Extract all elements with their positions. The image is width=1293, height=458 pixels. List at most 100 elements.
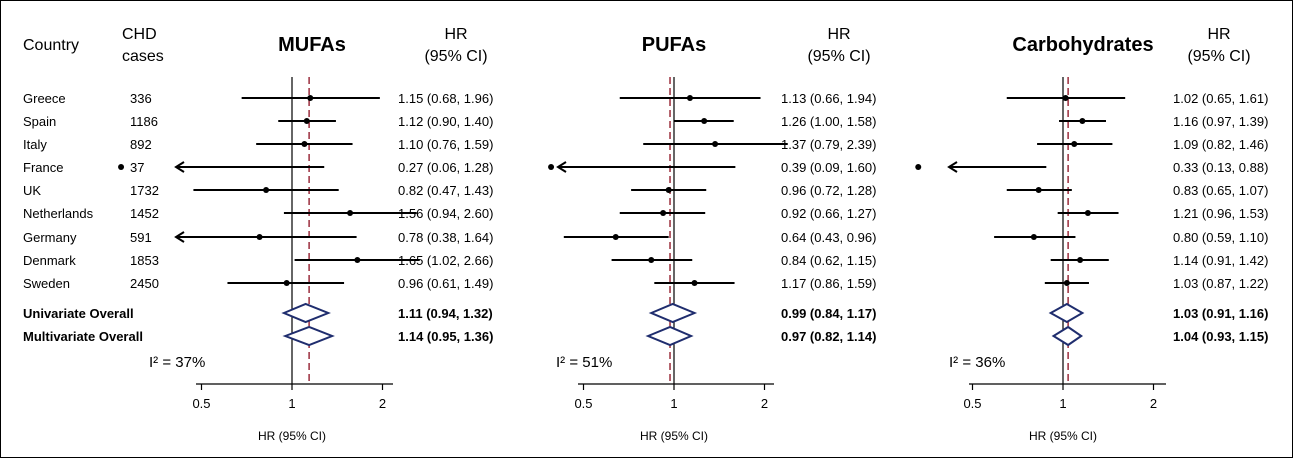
hr-header-line2: (95% CI) [1187,48,1250,65]
overall-label: Univariate Overall [23,306,134,321]
hr-ci-text: 0.92 (0.66, 1.27) [781,206,876,221]
point-estimate [548,164,555,170]
x-tick-label: 0.5 [574,396,592,411]
forest-panel: PUFAs HR (95% CI) 1.13 (0.66, 1.94) 1.26 (1.… [548,26,876,443]
hr-ci-text: 1.10 (0.76, 1.59) [398,137,493,152]
x-tick-label: 0.5 [963,396,981,411]
x-tick-label: 1 [1059,396,1066,411]
hr-ci-text: 0.64 (0.43, 0.96) [781,230,876,245]
ci-arrow [174,231,185,243]
point-estimate [263,187,270,193]
cases-label: 1186 [130,114,158,129]
hr-header-line1: HR [444,26,467,43]
overall-hr-text: 0.97 (0.82, 1.14) [781,329,876,344]
hr-ci-text: 0.27 (0.06, 1.28) [398,160,493,175]
hr-ci-text: 0.83 (0.65, 1.07) [1173,183,1268,198]
point-estimate [118,164,125,170]
hr-ci-text: 1.26 (1.00, 1.58) [781,114,876,129]
hr-ci-text: 1.02 (0.65, 1.61) [1173,91,1268,106]
hr-ci-text: 0.78 (0.38, 1.64) [398,230,493,245]
cases-label: 37 [130,160,144,175]
point-estimate [347,210,354,216]
point-estimate [283,280,290,286]
hr-ci-text: 1.56 (0.94, 2.60) [398,206,493,221]
hr-ci-text: 1.37 (0.79, 2.39) [781,137,876,152]
x-tick-label: 2 [379,396,386,411]
overall-diamond [1048,302,1085,324]
point-estimate [1030,234,1037,240]
hr-ci-text: 1.65 (1.02, 2.66) [398,253,493,268]
hr-ci-text: 0.33 (0.13, 0.88) [1173,160,1268,175]
ci-arrow [947,161,958,173]
x-tick-label: 1 [670,396,677,411]
i2-annotation: I² = 51% [556,354,612,371]
overall-diamond [281,302,331,324]
point-estimate [301,141,308,147]
point-estimate [660,210,667,216]
cases-label: 2450 [130,276,159,291]
row-labels: Greece 336 Spain 1186 Italy 892 France 37 UK 1732… [23,91,159,344]
point-estimate [701,118,708,124]
point-estimate [1062,95,1069,101]
hr-ci-text: 0.82 (0.47, 1.43) [398,183,493,198]
hr-ci-text: 1.21 (0.96, 1.53) [1173,206,1268,221]
point-estimate [256,234,263,240]
country-label: Germany [23,230,77,245]
header-country: Country [23,37,79,54]
x-tick-label: 1 [288,396,295,411]
country-label: Spain [23,114,56,129]
overall-hr-text: 1.14 (0.95, 1.36) [398,329,493,344]
x-tick-label: 2 [1150,396,1157,411]
country-label: France [23,160,63,175]
x-tick-label: 0.5 [192,396,210,411]
hr-ci-text: 1.09 (0.82, 1.46) [1173,137,1268,152]
country-label: Denmark [23,253,76,268]
point-estimate [1079,118,1086,124]
hr-ci-text: 1.13 (0.66, 1.94) [781,91,876,106]
panels: MUFAs HR (95% CI) 1.15 (0.68, 1.96) 1.12 (0.… [118,26,1268,443]
x-axis-label: HR (95% CI) [1029,429,1097,443]
hr-header-line1: HR [827,26,850,43]
x-tick-label: 2 [761,396,768,411]
overall-hr-text: 1.11 (0.94, 1.32) [398,306,493,321]
hr-ci-text: 0.84 (0.62, 1.15) [781,253,876,268]
hr-ci-text: 0.96 (0.61, 1.49) [398,276,493,291]
hr-ci-text: 1.14 (0.91, 1.42) [1173,253,1268,268]
hr-ci-text: 1.17 (0.86, 1.59) [781,276,876,291]
country-label: Sweden [23,276,70,291]
i2-annotation: I² = 37% [149,354,205,371]
cases-label: 1452 [130,206,159,221]
overall-hr-text: 1.03 (0.91, 1.16) [1173,306,1268,321]
panel-title: Carbohydrates [1012,34,1153,56]
point-estimate [307,95,314,101]
country-label: Greece [23,91,66,106]
point-estimate [1071,141,1078,147]
point-estimate [915,164,922,170]
overall-label: Multivariate Overall [23,329,143,344]
ci-arrow [174,161,185,173]
point-estimate [1035,187,1042,193]
x-axis-label: HR (95% CI) [258,429,326,443]
point-estimate [648,257,655,263]
hr-ci-text: 1.16 (0.97, 1.39) [1173,114,1268,129]
point-estimate [354,257,361,263]
cases-label: 1732 [130,183,159,198]
overall-diamond [645,325,694,347]
cases-label: 336 [130,91,152,106]
cases-label: 1853 [130,253,159,268]
point-estimate [1077,257,1084,263]
cases-label: 591 [130,230,152,245]
hr-ci-text: 0.39 (0.09, 1.60) [781,160,876,175]
ci-arrow [556,161,567,173]
forest-panel: Carbohydrates HR (95% CI) 1.02 (0.65, 1.61)… [915,26,1268,443]
point-estimate [612,234,619,240]
cases-label: 892 [130,137,152,152]
overall-hr-text: 0.99 (0.84, 1.17) [781,306,876,321]
point-estimate [712,141,719,147]
point-estimate [1063,280,1070,286]
hr-ci-text: 1.03 (0.87, 1.22) [1173,276,1268,291]
x-axis-label: HR (95% CI) [640,429,708,443]
forest-panel: MUFAs HR (95% CI) 1.15 (0.68, 1.96) 1.12 (0.… [118,26,493,443]
